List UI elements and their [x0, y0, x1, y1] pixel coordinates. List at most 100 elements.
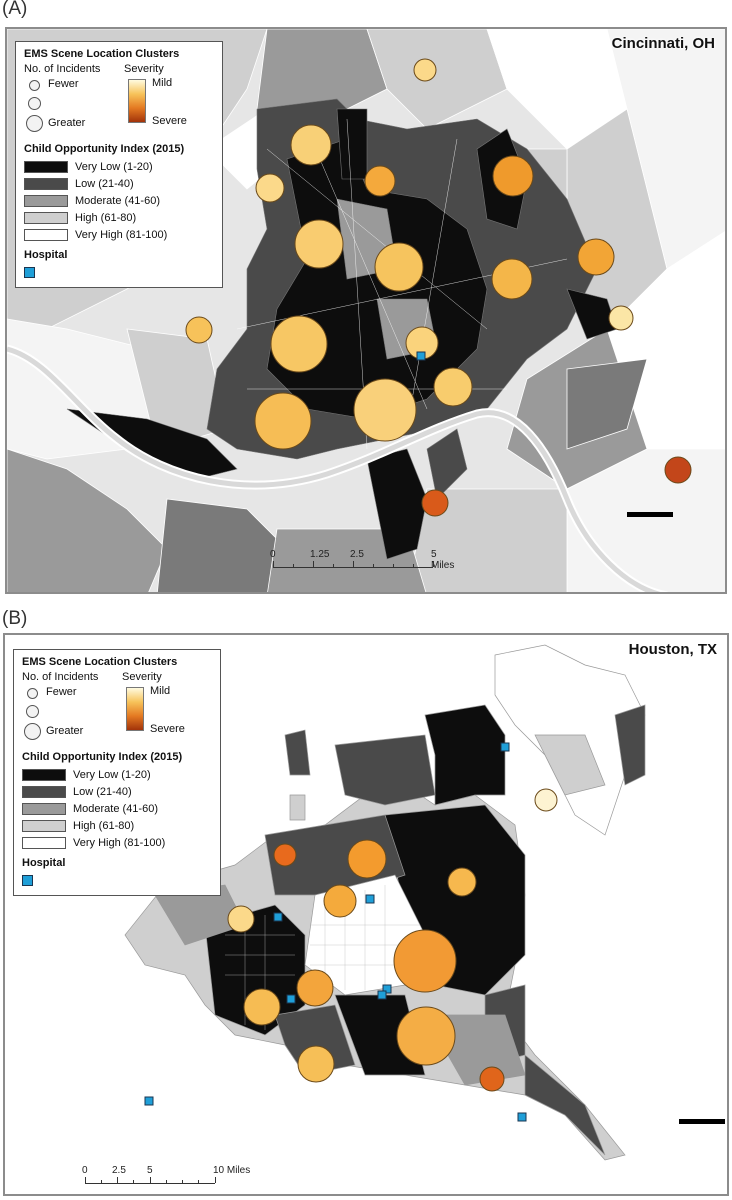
cluster-marker: [534, 788, 558, 812]
cincinnati-clusters: [185, 58, 692, 517]
cincinnati-tracts: [7, 29, 725, 592]
legend-severe-label: Severe: [150, 723, 185, 735]
legend-swatch: [24, 177, 68, 190]
legend-cluster-block: No. of Incidents Fewer Greater Severity …: [24, 63, 214, 143]
legend-coi-label: Moderate (41-60): [75, 194, 160, 207]
legend-hospital-row: [24, 264, 214, 281]
legend-severity-ramp: [126, 687, 144, 731]
legend-swatch: [22, 768, 66, 781]
legend-coi-row: Low (21-40): [24, 175, 214, 192]
cluster-marker: [255, 173, 285, 203]
panel-b-letter: (B): [2, 608, 28, 629]
legend-swatch: [24, 160, 68, 173]
legend-coi-label: Very Low (1-20): [73, 768, 151, 781]
houston-map[interactable]: Houston, TX EMS Scene Location Clusters …: [3, 633, 729, 1196]
cincinnati-black-bar: [627, 512, 673, 517]
cluster-marker: [227, 905, 255, 933]
cluster-marker: [491, 258, 533, 300]
legend-coi-label: Moderate (41-60): [73, 802, 158, 815]
scale-tick-label: 5: [147, 1165, 153, 1176]
legend-incidents-label: No. of Incidents: [24, 63, 101, 75]
cluster-marker: [294, 219, 344, 269]
legend-greater-label: Greater: [48, 117, 86, 129]
legend-coi-label: Low (21-40): [73, 785, 132, 798]
cluster-marker: [577, 238, 615, 276]
houston-clusters: [227, 788, 558, 1092]
hospital-marker: [500, 742, 510, 752]
legend-circle-large: [26, 115, 43, 132]
legend-swatch: [22, 785, 66, 798]
cluster-marker: [296, 969, 334, 1007]
cluster-marker: [608, 305, 634, 331]
legend-swatch: [22, 802, 66, 815]
legend-swatch: [22, 836, 66, 849]
cluster-marker: [273, 843, 297, 867]
cluster-marker: [290, 124, 332, 166]
city-label-cincinnati: Cincinnati, OH: [611, 35, 715, 52]
hospital-marker: [273, 912, 283, 922]
cincinnati-hospitals: [416, 351, 426, 361]
cincinnati-map-canvas: [7, 29, 725, 592]
city-label-houston: Houston, TX: [628, 641, 717, 658]
legend-coi-title: Child Opportunity Index (2015): [24, 143, 185, 155]
legend-coi-row: Very Low (1-20): [22, 766, 212, 783]
cluster-marker: [347, 839, 387, 879]
hospital-icon: [22, 875, 33, 886]
legend-coi-label: High (61-80): [75, 211, 137, 224]
cluster-marker: [479, 1066, 505, 1092]
hospital-marker: [416, 351, 426, 361]
legend-coi-label: Very Low (1-20): [75, 160, 153, 173]
cluster-marker: [413, 58, 437, 82]
legend-mild-label: Mild: [152, 77, 173, 89]
hospital-marker: [377, 990, 387, 1000]
scale-tick-label: 0: [82, 1165, 88, 1176]
scale-tick-label: 2.5: [350, 549, 364, 560]
hospital-marker: [365, 894, 375, 904]
legend-coi-row: Very High (81-100): [22, 834, 212, 851]
scale-tick-label: 10 Miles: [213, 1165, 251, 1176]
hospital-marker: [517, 1112, 527, 1122]
cincinnati-map[interactable]: Cincinnati, OH EMS Scene Location Cluste…: [5, 27, 727, 594]
legend-severity-label: Severity: [122, 671, 162, 683]
legend-severity-label: Severity: [124, 63, 164, 75]
legend-severity-ramp: [128, 79, 146, 123]
cluster-marker: [433, 367, 473, 407]
panel-a-letter: (A): [2, 0, 28, 19]
legend-cluster-block: No. of Incidents Fewer Greater Severity …: [22, 671, 212, 751]
legend-coi-label: Very High (81-100): [75, 228, 168, 241]
legend-circle-large: [24, 723, 41, 740]
legend-coi-label: Very High (81-100): [73, 836, 166, 849]
legend-hospital-row: [22, 872, 212, 889]
legend-circle-medium: [28, 97, 41, 110]
legend-swatch: [24, 211, 68, 224]
cluster-marker: [492, 155, 534, 197]
houston-legend: EMS Scene Location Clusters No. of Incid…: [13, 649, 221, 896]
scale-tick-label: 2.5: [112, 1165, 126, 1176]
legend-severe-label: Severe: [152, 115, 187, 127]
legend-circle-medium: [26, 705, 39, 718]
legend-hospital-title: Hospital: [24, 249, 68, 261]
legend-swatch: [24, 228, 68, 241]
legend-coi-row: Low (21-40): [22, 783, 212, 800]
scale-tick-label: 1.25: [310, 549, 330, 560]
cluster-marker: [374, 242, 424, 292]
scale-tick-label: 5 Miles: [431, 549, 455, 571]
scale-tick-label: 0: [270, 549, 276, 560]
hospital-marker: [286, 994, 296, 1004]
cluster-marker: [393, 929, 457, 993]
legend-circle-small: [27, 688, 38, 699]
legend-coi-row: Very Low (1-20): [24, 158, 214, 175]
cluster-marker: [270, 315, 328, 373]
cluster-marker: [364, 165, 396, 197]
cluster-marker: [353, 378, 417, 442]
legend-coi-row: High (61-80): [24, 209, 214, 226]
legend-clusters-title: EMS Scene Location Clusters: [24, 48, 180, 60]
cluster-marker: [421, 489, 449, 517]
legend-fewer-label: Fewer: [46, 686, 77, 698]
cluster-marker: [297, 1045, 335, 1083]
cluster-marker: [447, 867, 477, 897]
cluster-marker: [396, 1006, 456, 1066]
legend-hospital-title: Hospital: [22, 857, 66, 869]
legend-coi-label: High (61-80): [73, 819, 135, 832]
hospital-marker: [144, 1096, 154, 1106]
